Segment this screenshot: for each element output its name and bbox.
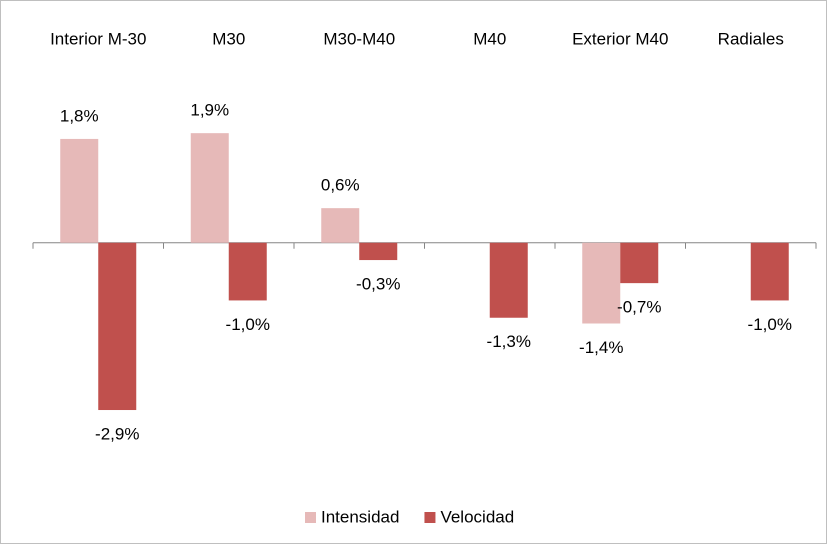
legend-label: Intensidad — [321, 507, 399, 526]
data-label: 0,6% — [321, 176, 360, 195]
bar — [321, 208, 360, 243]
data-label: -2,9% — [95, 425, 139, 444]
bar — [359, 242, 398, 261]
bar — [620, 242, 659, 284]
bar — [98, 242, 137, 411]
x-tick-label: M40 — [473, 29, 506, 48]
x-tick-label: Radiales — [718, 29, 784, 48]
data-label: -0,3% — [356, 275, 400, 294]
x-tick-label: M30-M40 — [323, 29, 395, 48]
x-tick-label: M30 — [212, 29, 245, 48]
bar — [489, 242, 528, 318]
bar — [190, 133, 229, 243]
bar — [228, 242, 267, 301]
bar — [582, 242, 621, 324]
legend-swatch — [424, 512, 436, 523]
data-label: -1,3% — [487, 332, 531, 351]
legend-swatch — [305, 512, 316, 523]
data-label: 1,9% — [190, 101, 229, 120]
data-label: -1,0% — [226, 315, 270, 334]
bar — [60, 138, 99, 243]
x-tick-label: Interior M-30 — [50, 29, 146, 48]
data-label: -1,0% — [748, 315, 792, 334]
x-tick-label: Exterior M40 — [572, 29, 668, 48]
legend-label: Velocidad — [440, 507, 514, 526]
data-label: -0,7% — [617, 298, 661, 317]
data-label: 1,8% — [60, 106, 99, 125]
data-label: -1,4% — [579, 338, 623, 357]
bar — [750, 242, 789, 301]
